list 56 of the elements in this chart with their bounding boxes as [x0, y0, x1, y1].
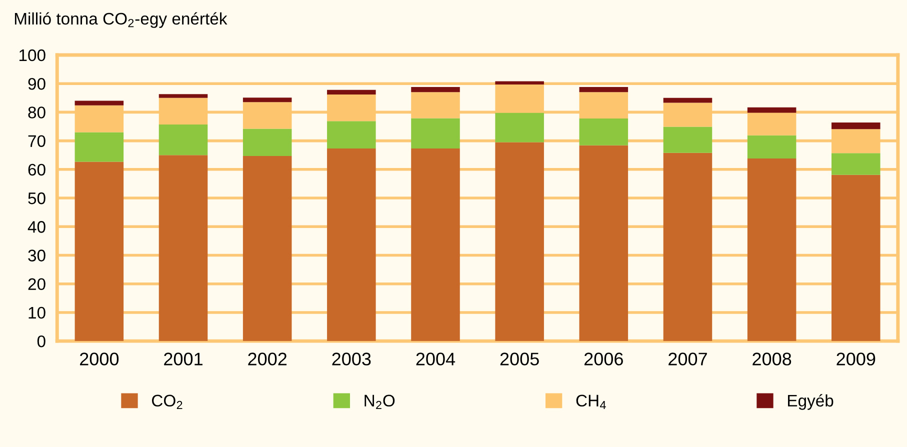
y-tick-label: 10: [28, 306, 46, 319]
x-tick-label: 2007: [668, 352, 707, 366]
x-tick-label: 2008: [752, 352, 792, 366]
x-tick-label: 2000: [80, 352, 119, 366]
bar: [832, 174, 880, 342]
legend-label: N$_{2}$O: [364, 394, 395, 410]
y-tick-label: 20: [28, 278, 46, 290]
bar: [832, 153, 880, 175]
bar: [579, 87, 628, 92]
y-tick-label: 90: [28, 78, 46, 90]
bar: [411, 87, 460, 92]
bar: [327, 148, 376, 342]
bar: [158, 155, 208, 342]
bar: [495, 112, 544, 142]
x-tick-label: 2004: [416, 352, 456, 366]
x-tick-label: 2005: [500, 352, 539, 366]
y-tick-label: 70: [28, 135, 46, 148]
bar: [327, 121, 376, 149]
bar: [158, 124, 208, 156]
x-tick-label: 2003: [332, 352, 371, 366]
legend-label: CO$_{2}$: [152, 394, 182, 410]
bar: [747, 158, 796, 342]
bar: [832, 122, 880, 130]
y-tick-label: 0: [37, 335, 46, 348]
bar: [663, 152, 712, 342]
bar: [74, 162, 124, 342]
bar: [411, 118, 460, 149]
y-tick-label: 50: [28, 192, 46, 204]
y-tick-label: 80: [28, 106, 46, 118]
bar: [411, 148, 460, 342]
bar: [663, 126, 712, 153]
bar: [747, 135, 796, 159]
bar: [242, 98, 292, 102]
x-tick-label: 2006: [584, 352, 623, 366]
x-tick-label: 2002: [248, 352, 287, 366]
bar: [495, 142, 544, 342]
bar: [579, 118, 628, 146]
y-tick-label: 100: [19, 49, 46, 62]
bar: [747, 107, 796, 113]
y-tick-label: 60: [28, 164, 46, 176]
bar: [579, 145, 628, 342]
bar: [327, 90, 376, 94]
y-tick-label: 40: [28, 221, 46, 233]
legend-label: CH$_{4}$: [576, 394, 606, 410]
bar: [663, 98, 712, 103]
bar: [242, 156, 292, 342]
x-tick-label: 2009: [836, 352, 876, 366]
bar: [158, 94, 208, 98]
bar: [495, 81, 544, 84]
bar: [242, 128, 292, 156]
x-tick-label: 2001: [164, 352, 202, 366]
legend-label: Egyéb: [788, 394, 834, 410]
bar: [74, 100, 124, 106]
y-tick-label: 30: [28, 250, 46, 262]
y-axis-title: Millió tonna CO$_{2}$-egy enérték: [14, 12, 228, 28]
bar: [74, 132, 124, 162]
